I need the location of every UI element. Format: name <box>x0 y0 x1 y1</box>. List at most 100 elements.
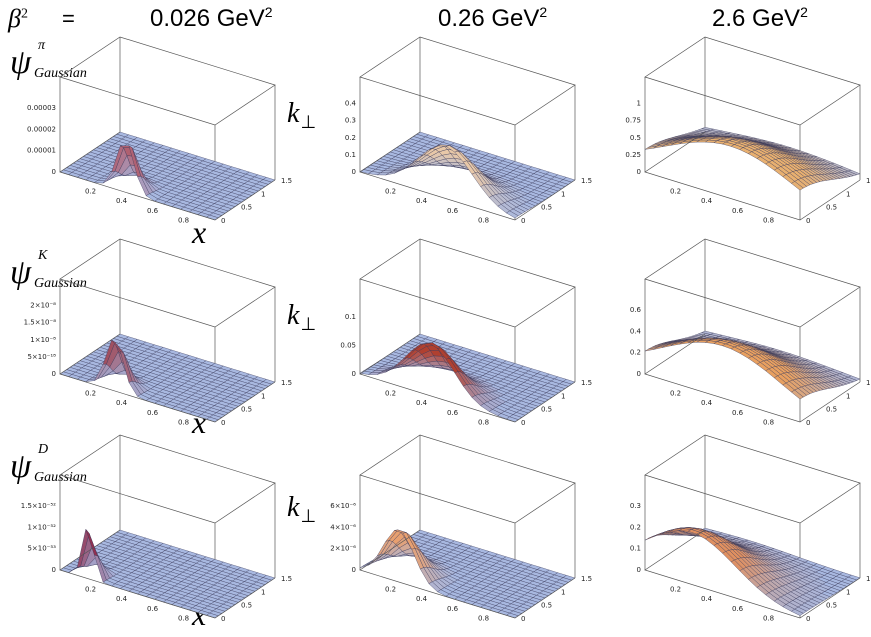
surface-plot-r1-c1: 0.2 0.4 0.6 0.8 0 0.5 1 1.5 0 0.00001 0.00002 0.000… <box>27 36 292 225</box>
bounding-box-front <box>644 333 861 423</box>
equals-sign: = <box>62 6 75 31</box>
z-tick-label: 0 <box>52 168 56 176</box>
k-tick-label: 1 <box>846 588 850 596</box>
k-tick-label: 0 <box>806 615 810 623</box>
bounding-box <box>359 434 576 618</box>
k-tick-label: 0.5 <box>241 406 252 414</box>
k-tick-label: 0 <box>221 615 225 623</box>
column-header-2: 0.26 GeV2 <box>438 4 548 32</box>
z-tick-label: 5×10⁻¹⁸ <box>27 353 56 361</box>
bounding-box-front <box>59 131 276 221</box>
surface-mesh <box>59 333 276 423</box>
x-tick-label: 0.2 <box>385 188 396 196</box>
x-tick-label: 0.6 <box>147 207 159 215</box>
k-tick-label: 0 <box>221 419 225 427</box>
k-tick-label: 1 <box>261 190 265 198</box>
surface-mesh <box>359 131 576 219</box>
x-tick-label: 0.4 <box>416 197 428 205</box>
k-tick-label: 0.5 <box>541 406 552 414</box>
k-tick-label: 1 <box>261 588 265 596</box>
k-tick-label: 1.5 <box>581 177 592 185</box>
x-tick-label: 0.6 <box>732 409 744 417</box>
z-tick-label: 1.5×10⁻⁵² <box>21 502 56 510</box>
z-tick-label: 0.4 <box>345 100 357 108</box>
z-tick-label: 2×10⁻⁸ <box>30 302 56 310</box>
z-tick-label: 0.3 <box>345 117 356 125</box>
z-tick-label: 0.2 <box>345 134 356 142</box>
k-tick-label: 1.5 <box>866 177 871 185</box>
surface-plot-r2-c1: 0.2 0.4 0.6 0.8 0 0.5 1 1.5 0 5×10⁻¹⁸ 1×10⁻⁸ 1.5×10… <box>24 238 292 427</box>
z-tick-label: 1 <box>637 100 641 108</box>
k-tick-label: 1.5 <box>281 575 292 583</box>
x-tick-label: 0.4 <box>116 595 128 603</box>
x-tick-label: 0.8 <box>478 614 489 622</box>
x-tick-label: 0.4 <box>416 399 428 407</box>
x-tick-label: 0.4 <box>701 595 713 603</box>
surface-mesh <box>59 528 276 619</box>
z-tick-label: 0 <box>52 566 56 574</box>
x-label-row1: x <box>192 214 207 250</box>
bounding-box-front <box>59 333 276 423</box>
surface-plot-r2-c2: 0.2 0.4 0.6 0.8 0 0.5 1 1.5 0 0.05 0.1 <box>340 238 592 427</box>
z-tick-label: 0.4 <box>630 327 642 335</box>
x-tick-label: 0.2 <box>385 390 396 398</box>
x-tick-label: 0.6 <box>147 605 159 613</box>
z-tick-label: 0.00003 <box>27 104 56 112</box>
x-tick-label: 0.2 <box>85 188 96 196</box>
k-tick-label: 1.5 <box>281 177 292 185</box>
k-tick-label: 1 <box>261 392 265 400</box>
surface-plot-r3-c1: 0.2 0.4 0.6 0.8 0 0.5 1 1.5 0 5×10⁻⁵³ 1×10⁻⁵² 1.5×1… <box>21 434 292 623</box>
z-tick-label: 5×10⁻⁵³ <box>27 545 56 553</box>
x-tick-label: 0.8 <box>178 216 189 224</box>
k-tick-label: 1 <box>561 588 565 596</box>
bounding-box <box>59 434 276 618</box>
x-tick-label: 0.6 <box>732 207 744 215</box>
bounding-box-front <box>359 333 576 423</box>
z-tick-label: 0 <box>637 370 641 378</box>
surface-mesh <box>644 527 861 616</box>
x-tick-label: 0.4 <box>116 399 128 407</box>
x-tick-label: 0.2 <box>670 390 681 398</box>
k-tick-label: 1 <box>561 392 565 400</box>
k-tick-label: 1.5 <box>581 379 592 387</box>
z-tick-label: 0.2 <box>630 523 641 531</box>
k-tick-label: 0.5 <box>541 204 552 212</box>
k-tick-label: 0 <box>521 615 525 623</box>
x-tick-label: 0.2 <box>670 188 681 196</box>
z-tick-label: 0.25 <box>625 151 641 159</box>
surface-mesh <box>359 529 576 619</box>
x-tick-label: 0.4 <box>701 399 713 407</box>
z-tick-label: 0.5 <box>630 134 641 142</box>
x-tick-label: 0.2 <box>85 390 96 398</box>
k-tick-label: 0.5 <box>241 204 252 212</box>
k-tick-label: 0.5 <box>241 602 252 610</box>
row-label-kaon: ψ K Gaussian <box>10 248 87 291</box>
x-tick-label: 0.8 <box>763 216 774 224</box>
row-label-pion: ψ π Gaussian <box>10 38 87 81</box>
x-tick-label: 0.6 <box>732 605 744 613</box>
z-tick-label: 0 <box>637 566 641 574</box>
k-tick-label: 1 <box>561 190 565 198</box>
surface-plot-r2-c3: 0.2 0.4 0.6 0.8 0 0.5 1 1.5 0 0.2 0.4 0.6 <box>630 238 871 427</box>
x-tick-label: 0.8 <box>178 418 189 426</box>
z-tick-label: 1.5×10⁻⁸ <box>24 319 57 327</box>
k-tick-label: 0.5 <box>541 602 552 610</box>
k-tick-label: 1 <box>846 392 850 400</box>
bounding-box-front <box>359 131 576 221</box>
k-perp-label-row3: k⊥ <box>287 492 317 526</box>
x-tick-label: 0.6 <box>447 207 459 215</box>
z-tick-label: 6×10⁻⁶ <box>330 502 356 510</box>
x-tick-label: 0.4 <box>116 197 128 205</box>
surface-plot-r1-c2: 0.2 0.4 0.6 0.8 0 0.5 1 1.5 0 0.1 0.2 0.3 0.4 <box>345 36 592 225</box>
z-tick-label: 0.1 <box>345 151 356 159</box>
z-tick-label: 4×10⁻⁶ <box>330 523 356 531</box>
z-tick-label: 0.00001 <box>27 147 56 155</box>
z-tick-label: 0.2 <box>630 349 641 357</box>
bounding-box <box>644 36 861 220</box>
bounding-box-front <box>359 529 576 619</box>
z-tick-label: 0 <box>352 566 356 574</box>
surface-mesh <box>644 127 861 191</box>
k-tick-label: 1.5 <box>866 379 871 387</box>
x-tick-label: 0.8 <box>478 216 489 224</box>
x-tick-label: 0.6 <box>447 605 459 613</box>
